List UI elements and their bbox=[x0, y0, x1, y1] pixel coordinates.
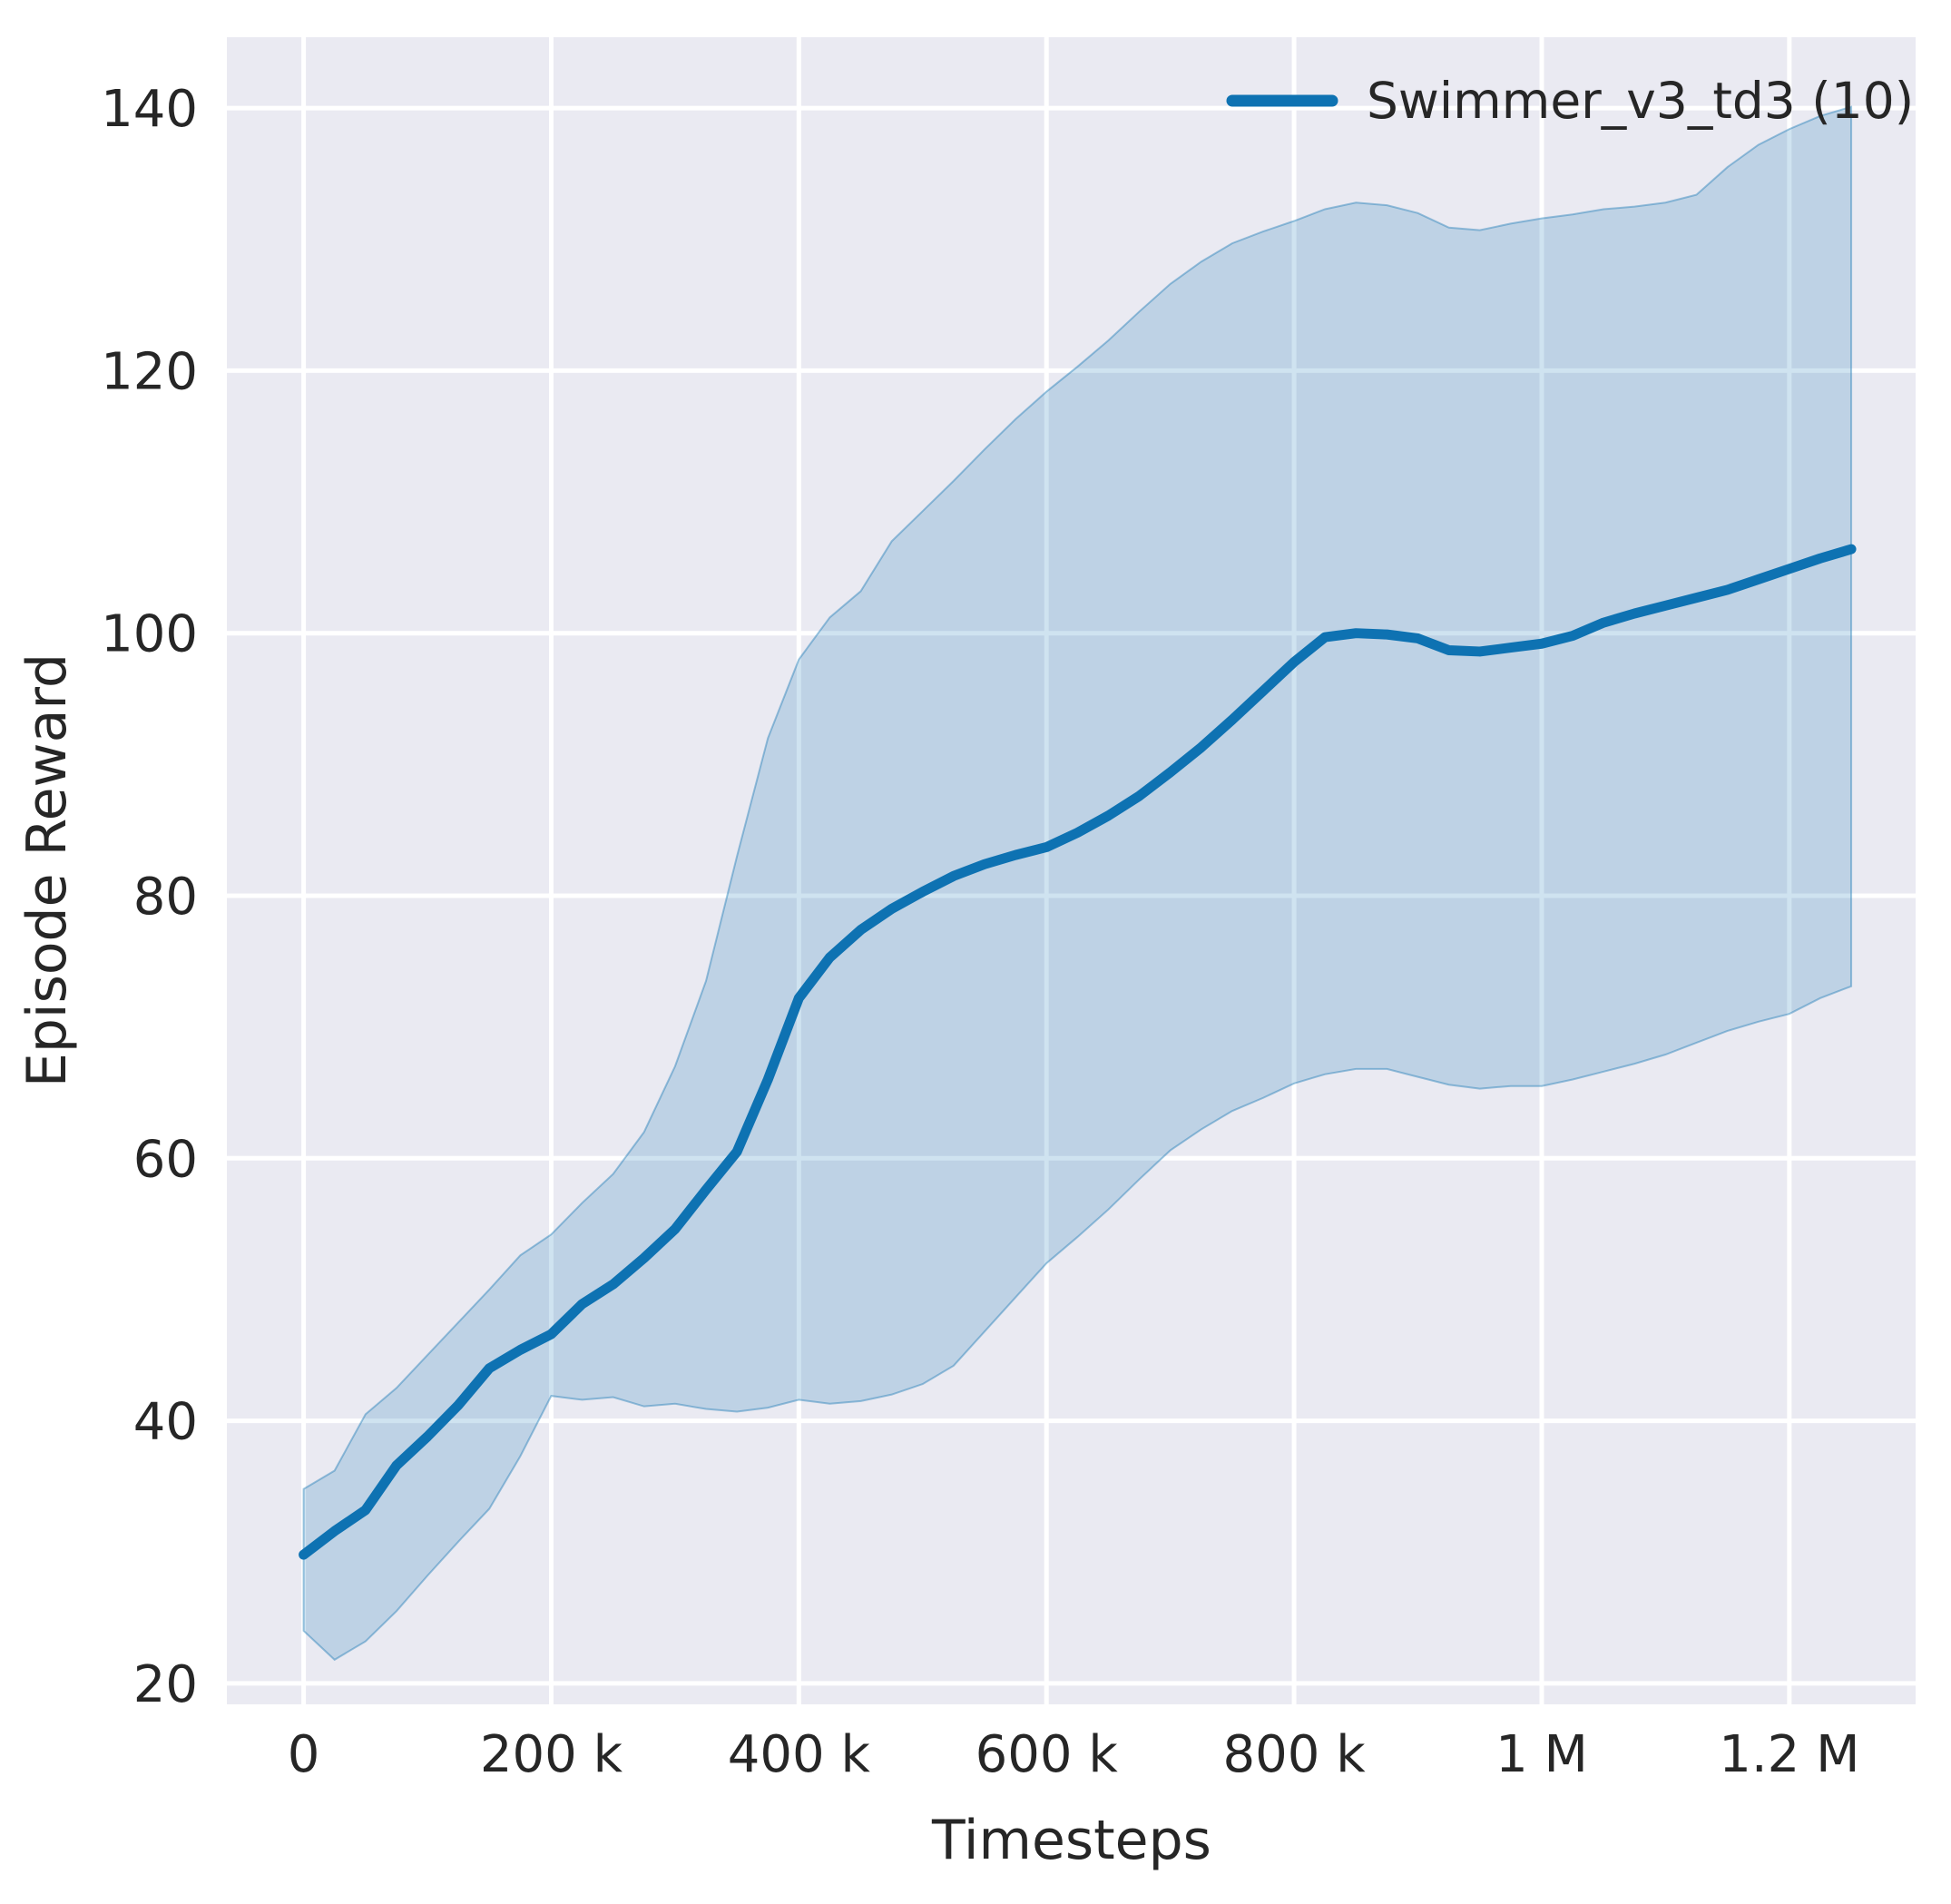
y-tick-label: 60 bbox=[133, 1130, 198, 1189]
y-tick-label: 100 bbox=[101, 605, 198, 664]
plot-layer: 0 200 k 400 k 600 k 800 k 1 M 1.2 M 20 40 60 80 100… bbox=[101, 37, 1916, 1784]
x-tick-label: 600 k bbox=[976, 1725, 1119, 1784]
y-tick-label: 140 bbox=[101, 80, 198, 139]
x-tick-label: 0 bbox=[288, 1725, 320, 1784]
plot-area bbox=[227, 37, 1916, 1704]
y-axis-label: Episode Reward bbox=[15, 653, 79, 1087]
confidence-band bbox=[302, 105, 1853, 1662]
legend: Swimmer_v3_td3 (10) bbox=[1226, 72, 1914, 130]
mean-line bbox=[299, 544, 1857, 1560]
x-tick-label: 200 k bbox=[480, 1725, 623, 1784]
legend-label: Swimmer_v3_td3 (10) bbox=[1367, 72, 1914, 130]
x-tick-label: 1 M bbox=[1495, 1725, 1588, 1784]
y-tick-label: 20 bbox=[133, 1655, 198, 1714]
y-tick-label: 40 bbox=[133, 1393, 198, 1452]
y-tick-label: 80 bbox=[133, 868, 198, 927]
x-tick-label: 400 k bbox=[728, 1725, 871, 1784]
y-tick-label: 120 bbox=[101, 342, 198, 401]
x-tick-label: 1.2 M bbox=[1719, 1725, 1859, 1784]
x-tick-label: 800 k bbox=[1223, 1725, 1367, 1784]
x-axis-label: Timesteps bbox=[931, 1809, 1211, 1872]
